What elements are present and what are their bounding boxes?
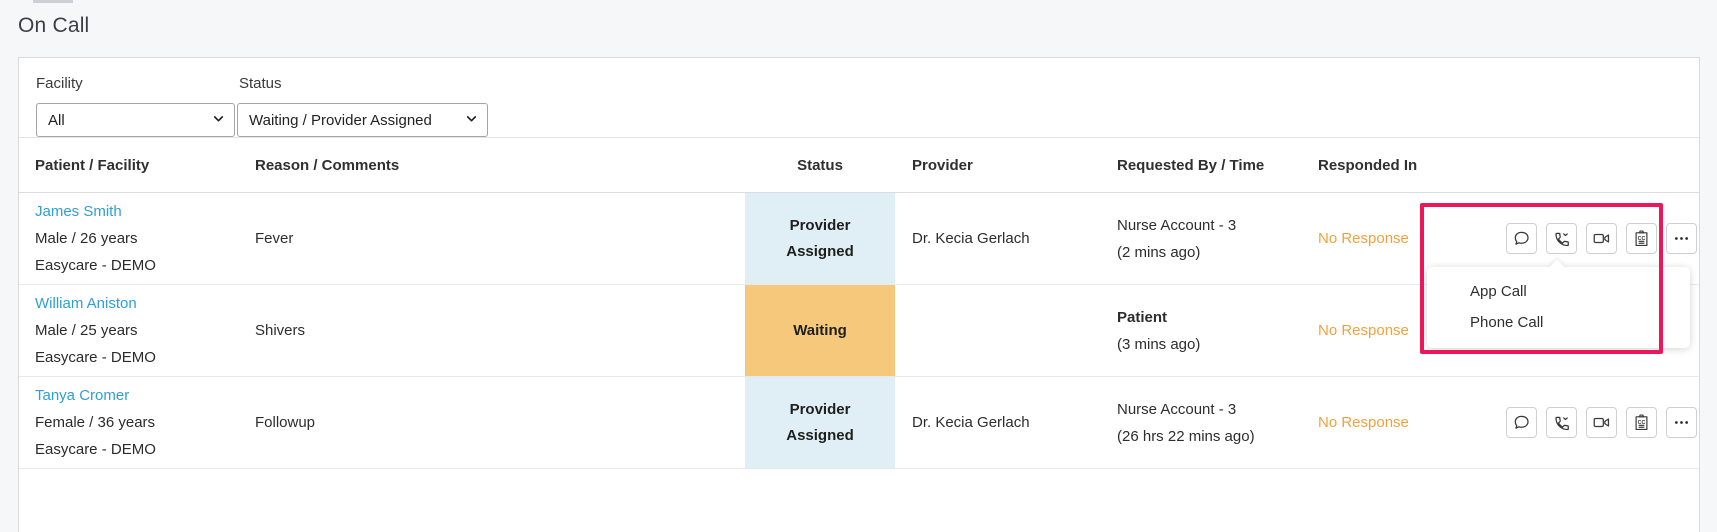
svg-text:CC: CC — [1638, 420, 1646, 426]
reason-cell: Followup — [245, 376, 745, 469]
table-header-row: Patient / Facility Reason / Comments Sta… — [19, 137, 1699, 193]
patient-demographics: Male / 25 years — [35, 322, 138, 339]
more-options-icon — [1672, 413, 1691, 432]
patient-facility: Easycare - DEMO — [35, 257, 156, 274]
call-type-dropdown: App Call Phone Call — [1427, 267, 1690, 348]
requested-time: (3 mins ago) — [1117, 335, 1201, 353]
requested-time: (26 hrs 22 mins ago) — [1117, 427, 1255, 445]
requested-time: (2 mins ago) — [1117, 243, 1201, 261]
chat-icon — [1512, 413, 1531, 432]
row-actions: CC — [1478, 223, 1697, 254]
menu-item-phone-call[interactable]: Phone Call — [1470, 314, 1544, 331]
provider-cell: Dr. Kecia Gerlach — [895, 192, 1098, 285]
care-summary-button[interactable]: CC — [1626, 407, 1657, 438]
filters-bar: Facility All Status Waiting / Provider A… — [19, 58, 1699, 137]
patient-name-link[interactable]: James Smith — [35, 203, 122, 220]
facility-label: Facility — [36, 75, 83, 92]
patient-demographics: Male / 26 years — [35, 230, 138, 247]
status-badge: Provider Assigned — [745, 192, 895, 285]
header-provider: Provider — [895, 137, 1098, 193]
chevron-down-icon — [204, 112, 225, 129]
requested-by: Patient — [1117, 308, 1168, 326]
reason-cell: Fever — [245, 192, 745, 285]
video-call-icon — [1592, 229, 1611, 248]
care-summary-icon: CC — [1632, 413, 1651, 432]
more-options-button[interactable] — [1666, 407, 1697, 438]
requested-by: Nurse Account - 3 — [1117, 400, 1237, 418]
responded-in-value: No Response — [1318, 322, 1409, 339]
status-badge: Provider Assigned — [745, 376, 895, 469]
patient-facility: Easycare - DEMO — [35, 349, 156, 366]
phone-call-icon — [1552, 229, 1571, 248]
provider-cell: Dr. Kecia Gerlach — [895, 376, 1098, 469]
on-call-table: Patient / Facility Reason / Comments Sta… — [19, 137, 1699, 469]
table-row: Tanya Cromer Female / 36 years Easycare … — [19, 376, 1699, 469]
header-requested-by-time: Requested By / Time — [1098, 137, 1318, 193]
facility-select-value: All — [48, 111, 65, 129]
patient-demographics: Female / 36 years — [35, 414, 156, 431]
phone-call-button[interactable] — [1546, 223, 1577, 254]
row-actions: CC — [1478, 407, 1697, 438]
phone-call-icon — [1552, 413, 1571, 432]
status-filter-label: Status — [239, 75, 282, 92]
more-options-icon — [1672, 229, 1691, 248]
care-summary-icon: CC — [1632, 229, 1651, 248]
on-call-panel: Facility All Status Waiting / Provider A… — [18, 57, 1700, 532]
menu-item-app-call[interactable]: App Call — [1470, 283, 1527, 300]
provider-cell — [895, 284, 1098, 377]
svg-text:CC: CC — [1638, 236, 1646, 242]
header-status: Status — [745, 137, 895, 193]
header-reason-comments: Reason / Comments — [245, 137, 745, 193]
top-edge-artifact — [33, 0, 73, 3]
reason-cell: Shivers — [245, 284, 745, 377]
chat-button[interactable] — [1506, 223, 1537, 254]
status-select-value: Waiting / Provider Assigned — [249, 111, 432, 129]
status-select[interactable]: Waiting / Provider Assigned — [237, 103, 488, 137]
header-patient-facility: Patient / Facility — [19, 137, 245, 193]
facility-select[interactable]: All — [36, 103, 235, 137]
header-responded-in: Responded In — [1318, 137, 1478, 193]
patient-name-link[interactable]: William Aniston — [35, 295, 137, 312]
video-call-button[interactable] — [1586, 407, 1617, 438]
more-options-button[interactable] — [1666, 223, 1697, 254]
patient-name-link[interactable]: Tanya Cromer — [35, 387, 130, 404]
responded-in-value: No Response — [1318, 230, 1409, 247]
patient-facility: Easycare - DEMO — [35, 441, 156, 458]
video-call-icon — [1592, 413, 1611, 432]
requested-by: Nurse Account - 3 — [1117, 216, 1237, 234]
page-title: On Call — [18, 14, 90, 37]
header-actions — [1478, 137, 1699, 193]
chat-icon — [1512, 229, 1531, 248]
care-summary-button[interactable]: CC — [1626, 223, 1657, 254]
phone-call-button[interactable] — [1546, 407, 1577, 438]
chat-button[interactable] — [1506, 407, 1537, 438]
video-call-button[interactable] — [1586, 223, 1617, 254]
responded-in-value: No Response — [1318, 414, 1409, 431]
chevron-down-icon — [457, 112, 478, 129]
status-badge: Waiting — [745, 284, 895, 377]
